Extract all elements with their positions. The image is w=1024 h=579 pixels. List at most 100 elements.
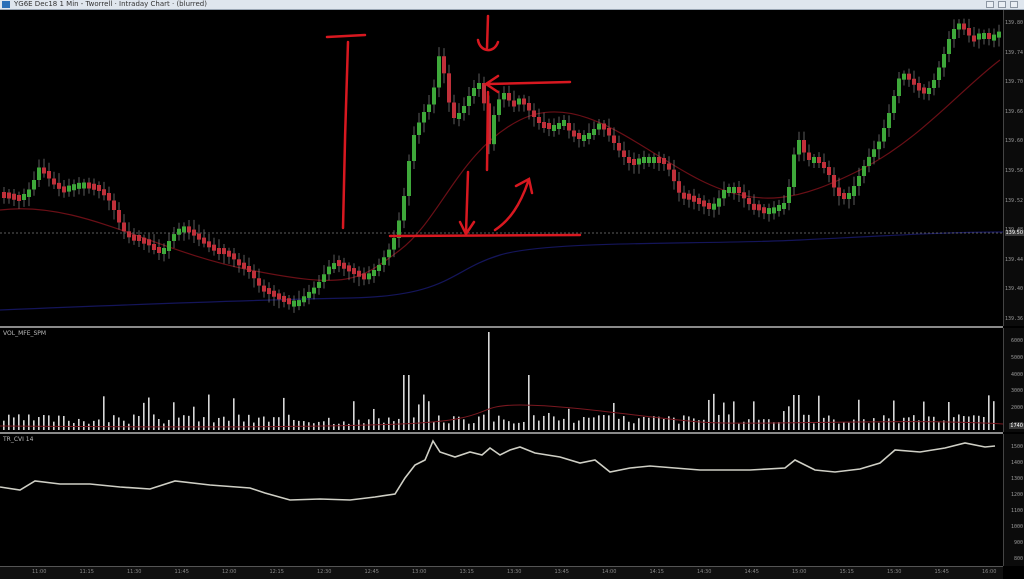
indicator-line [0, 441, 995, 500]
candle-body [167, 241, 171, 251]
candle-body [652, 157, 656, 163]
volume-bar [383, 423, 385, 430]
candle-body [612, 136, 616, 144]
candle-body [502, 93, 506, 99]
candle-body [107, 193, 111, 201]
volume-bar [338, 424, 340, 430]
volume-bar [708, 400, 710, 430]
volume-bar [988, 395, 990, 430]
volume-axis-label: 3000 [1011, 388, 1023, 394]
candle-body [497, 99, 501, 115]
time-axis-label: 14:15 [650, 569, 664, 575]
candle-body [522, 99, 526, 105]
candle-body [542, 122, 546, 128]
volume-bar [133, 415, 135, 430]
candle-body [442, 56, 446, 73]
volume-bar [53, 422, 55, 430]
price-axis-label: 139.56 [1005, 168, 1023, 174]
candle-body [27, 190, 31, 198]
candle-body [992, 35, 996, 41]
volume-bar [833, 419, 835, 430]
volume-bar [63, 416, 65, 430]
volume-axis-label: 2000 [1011, 405, 1023, 411]
candle-body [67, 186, 71, 192]
volume-bar [168, 420, 170, 430]
candle-body [87, 183, 91, 189]
volume-bar [863, 419, 865, 430]
volume-bar [103, 396, 105, 430]
volume-value-tag: 1740 [1009, 423, 1024, 429]
candle-body [372, 270, 376, 276]
volume-bar [738, 424, 740, 430]
candle-body [697, 198, 701, 204]
volume-bar [23, 420, 25, 430]
candle-body [997, 32, 1001, 38]
volume-bar [613, 403, 615, 430]
time-axis-label: 12:30 [317, 569, 331, 575]
volume-bar [878, 423, 880, 430]
annotation-stroke [343, 42, 348, 228]
price-axis-label: 139.44 [1005, 257, 1023, 263]
volume-bar [143, 403, 145, 430]
volume-bar [483, 415, 485, 430]
candle-body [597, 124, 601, 130]
volume-bar [838, 424, 840, 430]
close-icon[interactable] [1010, 1, 1018, 8]
candle-body [577, 133, 581, 139]
candle-body [607, 128, 611, 136]
volume-bar [538, 421, 540, 430]
volume-bar [8, 415, 10, 430]
volume-bar [848, 423, 850, 430]
chart-canvas[interactable] [0, 0, 1003, 566]
price-axis-label: 139.36 [1005, 316, 1023, 322]
candle-body [512, 101, 516, 107]
volume-bar [633, 423, 635, 430]
time-axis-label: 11:00 [32, 569, 46, 575]
time-axis-label: 13:00 [412, 569, 426, 575]
candle-body [347, 265, 351, 271]
volume-bar [238, 415, 240, 430]
candle-body [817, 157, 821, 163]
volume-bar [328, 418, 330, 430]
candle-body [77, 183, 81, 189]
volume-bar [298, 421, 300, 430]
volume-bar [928, 416, 930, 430]
volume-bar [563, 419, 565, 430]
candle-body [202, 238, 206, 244]
volume-bar [628, 422, 630, 430]
candle-body [422, 112, 426, 123]
candle-body [862, 166, 866, 176]
volume-bar [788, 406, 790, 430]
volume-bar [78, 419, 80, 430]
volume-bar [678, 424, 680, 430]
candle-body [392, 238, 396, 250]
volume-bar [908, 417, 910, 430]
candle-body [282, 296, 286, 302]
candle-body [677, 181, 681, 193]
candle-body [827, 167, 831, 175]
volume-bar [938, 422, 940, 430]
candle-body [37, 168, 41, 181]
volume-axis[interactable]: 6000500040003000200010001740 [1003, 328, 1024, 432]
volume-bar [603, 415, 605, 430]
candle-body [937, 68, 941, 81]
candle-body [777, 205, 781, 211]
volume-bar [148, 398, 150, 430]
volume-axis-label: 5000 [1011, 355, 1023, 361]
volume-bar [658, 417, 660, 430]
candle-body [752, 204, 756, 210]
candle-body [237, 259, 241, 265]
volume-bar [898, 423, 900, 430]
volume-bar [363, 423, 365, 430]
volume-bar [288, 415, 290, 430]
volume-bar [273, 417, 275, 430]
volume-bar [283, 398, 285, 430]
candle-body [617, 143, 621, 151]
candle-body [852, 186, 856, 196]
candle-body [102, 189, 106, 195]
candle-body [72, 184, 76, 190]
indicator-axis-label: 1000 [1011, 524, 1023, 530]
